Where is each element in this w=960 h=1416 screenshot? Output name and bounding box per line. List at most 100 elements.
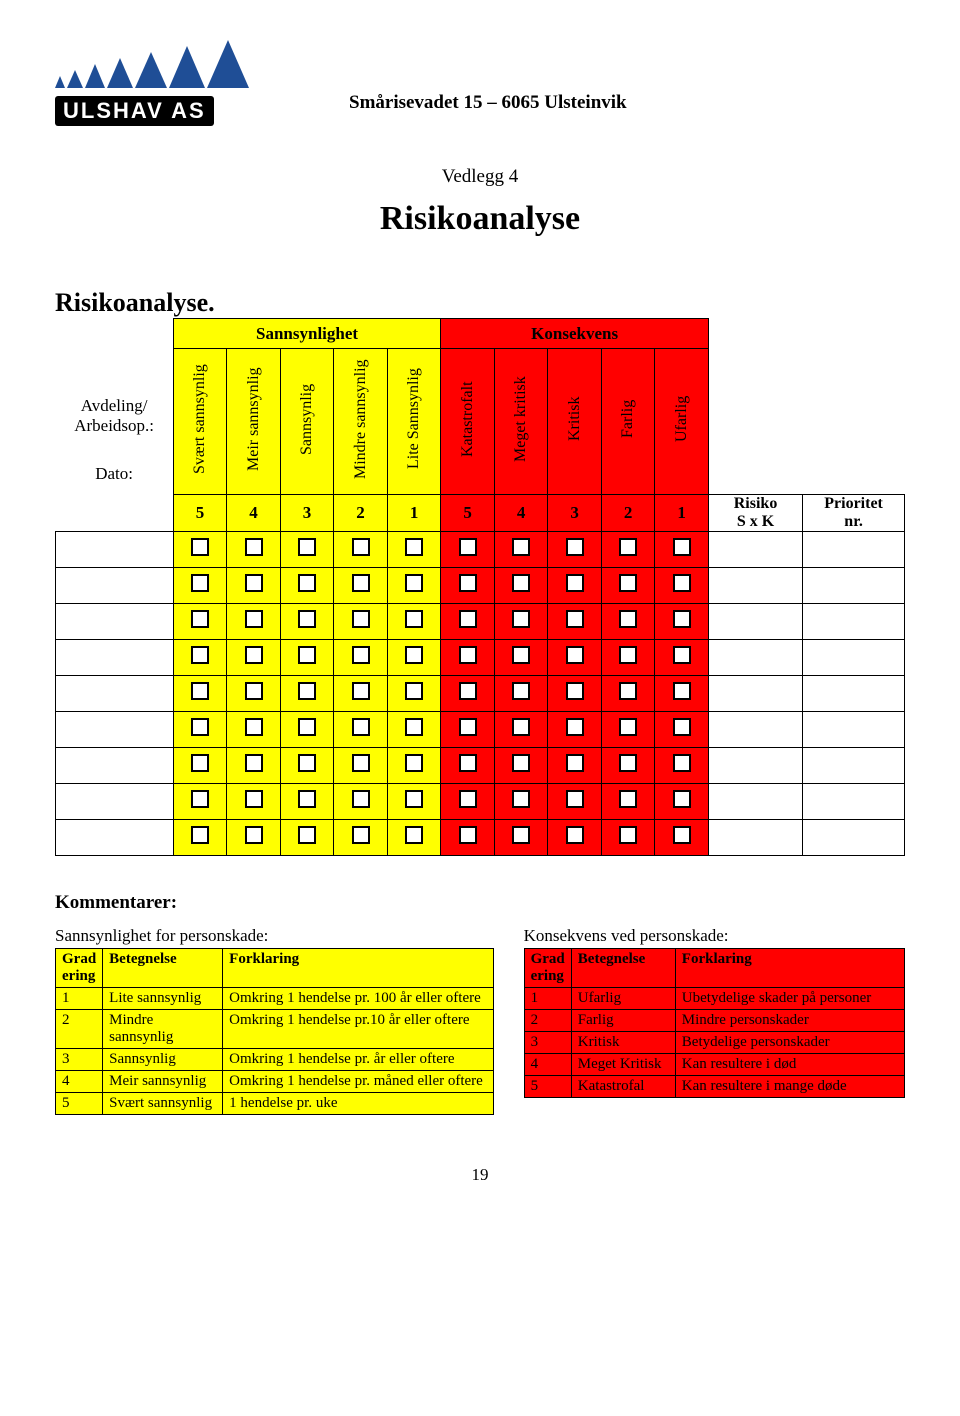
legend-row: 5KatastrofalKan resultere i mange døde — [524, 1076, 904, 1098]
checkbox[interactable] — [298, 610, 316, 628]
checkbox[interactable] — [298, 682, 316, 700]
checkbox[interactable] — [191, 754, 209, 772]
checkbox[interactable] — [405, 790, 423, 808]
checkbox[interactable] — [298, 646, 316, 664]
checkbox[interactable] — [298, 574, 316, 592]
checkbox[interactable] — [191, 826, 209, 844]
checkbox[interactable] — [619, 790, 637, 808]
checkbox[interactable] — [459, 718, 477, 736]
checkbox[interactable] — [512, 538, 530, 556]
checkbox[interactable] — [459, 790, 477, 808]
legend-cell: Mindre personskader — [675, 1010, 904, 1032]
checkbox[interactable] — [566, 538, 584, 556]
checkbox[interactable] — [673, 826, 691, 844]
legend-cell: Svært sannsynlig — [103, 1093, 223, 1115]
probability-legend-table: GraderingBetegnelseForklaring1Lite sanns… — [55, 948, 494, 1115]
checkbox[interactable] — [673, 682, 691, 700]
checkbox[interactable] — [405, 610, 423, 628]
checkbox[interactable] — [566, 826, 584, 844]
checkbox[interactable] — [191, 538, 209, 556]
checkbox[interactable] — [459, 574, 477, 592]
checkbox[interactable] — [566, 718, 584, 736]
matrix-row — [56, 604, 905, 640]
checkbox[interactable] — [352, 574, 370, 592]
checkbox[interactable] — [512, 610, 530, 628]
checkbox[interactable] — [298, 790, 316, 808]
checkbox[interactable] — [191, 646, 209, 664]
checkbox[interactable] — [191, 718, 209, 736]
checkbox[interactable] — [298, 538, 316, 556]
checkbox[interactable] — [405, 826, 423, 844]
checkbox[interactable] — [673, 574, 691, 592]
checkbox[interactable] — [191, 610, 209, 628]
legend-cell: Betydelige personskader — [675, 1032, 904, 1054]
checkbox[interactable] — [673, 790, 691, 808]
checkbox[interactable] — [673, 538, 691, 556]
checkbox[interactable] — [405, 754, 423, 772]
checkbox[interactable] — [459, 682, 477, 700]
checkbox[interactable] — [566, 574, 584, 592]
checkbox[interactable] — [352, 646, 370, 664]
checkbox[interactable] — [298, 718, 316, 736]
checkbox[interactable] — [673, 718, 691, 736]
legend-cell: Meget Kritisk — [571, 1054, 675, 1076]
checkbox[interactable] — [352, 610, 370, 628]
checkbox[interactable] — [512, 682, 530, 700]
checkbox[interactable] — [619, 682, 637, 700]
checkbox[interactable] — [405, 574, 423, 592]
checkbox[interactable] — [673, 646, 691, 664]
checkbox[interactable] — [245, 574, 263, 592]
checkbox[interactable] — [245, 610, 263, 628]
checkbox[interactable] — [405, 718, 423, 736]
checkbox[interactable] — [352, 790, 370, 808]
checkbox[interactable] — [245, 538, 263, 556]
checkbox[interactable] — [191, 574, 209, 592]
checkbox[interactable] — [245, 682, 263, 700]
checkbox[interactable] — [512, 754, 530, 772]
checkbox[interactable] — [245, 718, 263, 736]
checkbox[interactable] — [619, 646, 637, 664]
checkbox[interactable] — [459, 646, 477, 664]
checkbox[interactable] — [619, 610, 637, 628]
checkbox[interactable] — [352, 538, 370, 556]
checkbox[interactable] — [619, 538, 637, 556]
checkbox[interactable] — [512, 574, 530, 592]
checkbox[interactable] — [245, 826, 263, 844]
checkbox[interactable] — [459, 610, 477, 628]
checkbox[interactable] — [512, 646, 530, 664]
checkbox[interactable] — [405, 646, 423, 664]
checkbox[interactable] — [405, 538, 423, 556]
checkbox[interactable] — [673, 610, 691, 628]
checkbox[interactable] — [352, 718, 370, 736]
checkbox[interactable] — [566, 646, 584, 664]
checkbox[interactable] — [512, 718, 530, 736]
checkbox[interactable] — [245, 754, 263, 772]
checkbox[interactable] — [566, 754, 584, 772]
checkbox[interactable] — [459, 754, 477, 772]
checkbox[interactable] — [619, 718, 637, 736]
checkbox[interactable] — [298, 826, 316, 844]
checkbox[interactable] — [459, 538, 477, 556]
checkbox[interactable] — [191, 682, 209, 700]
checkbox[interactable] — [245, 790, 263, 808]
checkbox[interactable] — [352, 754, 370, 772]
checkbox[interactable] — [245, 646, 263, 664]
checkbox[interactable] — [512, 790, 530, 808]
checkbox[interactable] — [566, 610, 584, 628]
legend-cell: 4 — [524, 1054, 571, 1076]
checkbox[interactable] — [298, 754, 316, 772]
checkbox[interactable] — [619, 754, 637, 772]
checkbox[interactable] — [352, 682, 370, 700]
checkbox[interactable] — [566, 790, 584, 808]
checkbox[interactable] — [191, 790, 209, 808]
consequence-legend-title: Konsekvens ved personskade: — [524, 926, 905, 946]
checkbox[interactable] — [619, 826, 637, 844]
legend-cell: 3 — [56, 1049, 103, 1071]
checkbox[interactable] — [619, 574, 637, 592]
checkbox[interactable] — [352, 826, 370, 844]
checkbox[interactable] — [566, 682, 584, 700]
checkbox[interactable] — [673, 754, 691, 772]
checkbox[interactable] — [405, 682, 423, 700]
checkbox[interactable] — [459, 826, 477, 844]
checkbox[interactable] — [512, 826, 530, 844]
